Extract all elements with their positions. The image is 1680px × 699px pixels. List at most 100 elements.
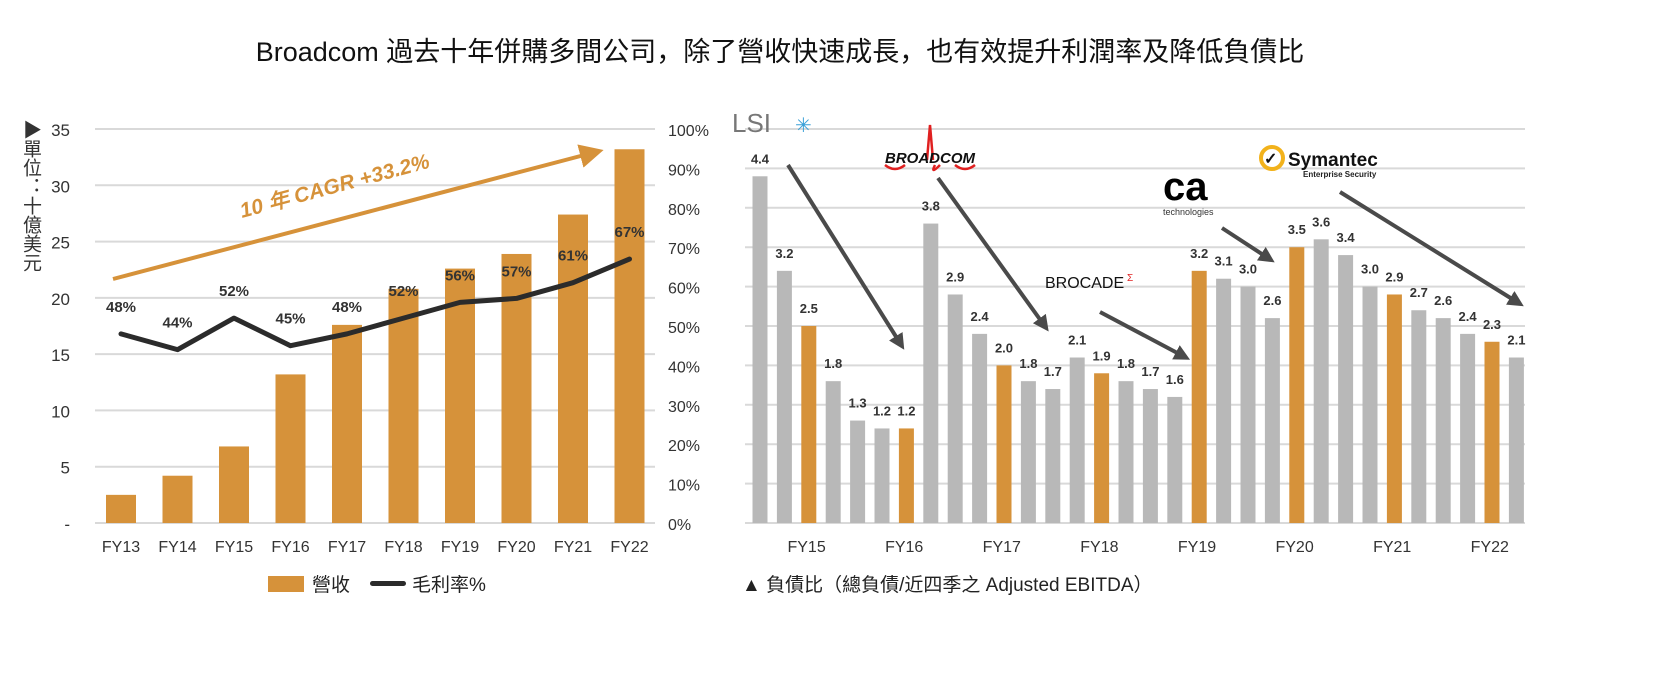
unit-label-text: ▶單位：十億美元: [20, 120, 41, 272]
y2-tick-label: 90%: [668, 162, 700, 179]
y-tick-label: 35: [51, 121, 70, 140]
debt-ratio-label: 1.3: [849, 396, 867, 411]
debt-ratio-label: 1.6: [1166, 372, 1184, 387]
debt-ratio-bar: [1069, 357, 1085, 523]
right-chart-caption: ▲ 負債比（總負債/近四季之 Adjusted EBITDA）: [742, 575, 1153, 596]
symantec-logo-icon: [1259, 145, 1285, 171]
acquisition-arrow: [936, 176, 1049, 332]
debt-ratio-bar-highlight: [1484, 341, 1500, 523]
debt-ratio-label: 1.9: [1093, 348, 1111, 363]
debt-ratio-label: 4.4: [751, 151, 770, 166]
debt-ratio-label: 1.7: [1044, 364, 1062, 379]
debt-ratio-bar: [1435, 318, 1451, 523]
debt-ratio-label: 3.0: [1239, 262, 1257, 277]
debt-ratio-label: 2.6: [1434, 293, 1452, 308]
debt-ratio-bar-highlight: [996, 365, 1012, 523]
revenue-bar: [162, 475, 193, 523]
y2-tick-label: 40%: [668, 359, 700, 376]
revenue-bar: [332, 324, 362, 523]
legend-margin: 毛利率%: [412, 575, 486, 596]
x-tick-label: FY15: [215, 539, 253, 556]
debt-ratio-bar: [752, 176, 768, 523]
unit-label: ▶單位：十億美元: [16, 120, 41, 281]
debt-ratio-bar: [874, 428, 890, 523]
ca-logo-sub: technologies: [1163, 207, 1214, 217]
legend-revenue: 營收: [312, 575, 351, 596]
x-tick-label: FY15: [787, 539, 825, 556]
y2-tick-label: 70%: [668, 241, 700, 258]
debt-ratio-label: 3.4: [1337, 230, 1356, 245]
y-tick-label: -: [64, 515, 70, 534]
debt-ratio-bar: [1142, 389, 1158, 523]
symantec-check-icon: ✓: [1264, 151, 1277, 168]
y-tick-label: 20: [51, 290, 70, 309]
margin-label: 56%: [445, 267, 475, 284]
y-tick-label: 30: [51, 177, 70, 196]
debt-ratio-label: 1.2: [873, 403, 891, 418]
acquisition-arrow: [1338, 190, 1524, 307]
debt-ratio-label: 1.8: [1117, 356, 1135, 371]
y-tick-label: 15: [51, 346, 70, 365]
margin-label: 45%: [275, 311, 305, 328]
debt-ratio-label: 2.7: [1410, 285, 1428, 300]
debt-ratio-label: 2.9: [946, 269, 964, 284]
debt-ratio-bar: [1167, 396, 1183, 523]
debt-ratio-label: 3.1: [1215, 254, 1233, 269]
debt-ratio-label: 3.0: [1361, 262, 1379, 277]
debt-ratio-bar-highlight: [1289, 247, 1305, 523]
acquisition-arrow: [1099, 310, 1191, 360]
y2-tick-label: 30%: [668, 399, 700, 416]
y2-tick-label: 60%: [668, 281, 700, 298]
legend-swatch-revenue: [268, 575, 304, 592]
margin-label: 61%: [558, 248, 588, 265]
debt-ratio-label: 2.4: [1459, 309, 1478, 324]
debt-ratio-bar: [825, 381, 841, 523]
symantec-logo: Symantec: [1288, 150, 1378, 171]
x-tick-label: FY20: [1275, 539, 1313, 556]
debt-ratio-label: 2.3: [1483, 317, 1501, 332]
debt-ratio-bar: [1240, 286, 1256, 523]
debt-ratio-bar-highlight: [898, 428, 914, 523]
x-tick-label: FY16: [885, 539, 923, 556]
debt-ratio-bar: [923, 223, 939, 523]
lsi-logo: LSI: [732, 108, 771, 138]
y-tick-label: 25: [51, 234, 70, 253]
debt-ratio-label: 3.2: [775, 246, 793, 261]
y2-tick-label: 50%: [668, 320, 700, 337]
debt-ratio-bar: [776, 270, 792, 523]
symantec-logo-sub: Enterprise Security: [1303, 170, 1377, 179]
debt-ratio-label: 1.7: [1141, 364, 1159, 379]
margin-label: 52%: [388, 283, 418, 300]
broadcom-logo: BROADCOM: [885, 150, 975, 167]
debt-ratio-bar-highlight: [1191, 270, 1207, 523]
revenue-bar: [614, 149, 645, 523]
debt-ratio-bar: [947, 294, 963, 523]
y2-tick-label: 100%: [668, 123, 709, 140]
brocade-logo: BROCADE: [1045, 275, 1124, 292]
x-tick-label: FY22: [610, 539, 648, 556]
acquisition-arrow: [786, 163, 905, 350]
debt-ratio-label: 2.5: [800, 301, 818, 316]
brocade-logo-icon: Σ: [1127, 273, 1133, 284]
legend-swatch-margin: [370, 581, 407, 586]
debt-ratio-bar: [1045, 389, 1061, 523]
debt-ratio-bar: [1313, 239, 1329, 523]
revenue-bar: [558, 214, 588, 523]
x-tick-label: FY14: [158, 539, 196, 556]
debt-ratio-bar: [1118, 381, 1134, 523]
debt-ratio-bar: [1508, 357, 1524, 523]
debt-ratio-bar: [972, 333, 988, 523]
debt-ratio-bar: [1020, 381, 1036, 523]
debt-ratio-label: 1.2: [897, 403, 915, 418]
x-tick-label: FY18: [1080, 539, 1118, 556]
debt-ratio-label: 2.1: [1068, 333, 1086, 348]
x-tick-label: FY22: [1471, 539, 1509, 556]
debt-ratio-bar: [1362, 286, 1378, 523]
margin-line: [118, 256, 632, 353]
debt-ratio-label: 1.8: [824, 356, 842, 371]
margin-label: 48%: [106, 299, 136, 316]
debt-ratio-label: 2.9: [1385, 269, 1403, 284]
acquisition-arrow: [1220, 226, 1275, 263]
y2-tick-label: 80%: [668, 202, 700, 219]
